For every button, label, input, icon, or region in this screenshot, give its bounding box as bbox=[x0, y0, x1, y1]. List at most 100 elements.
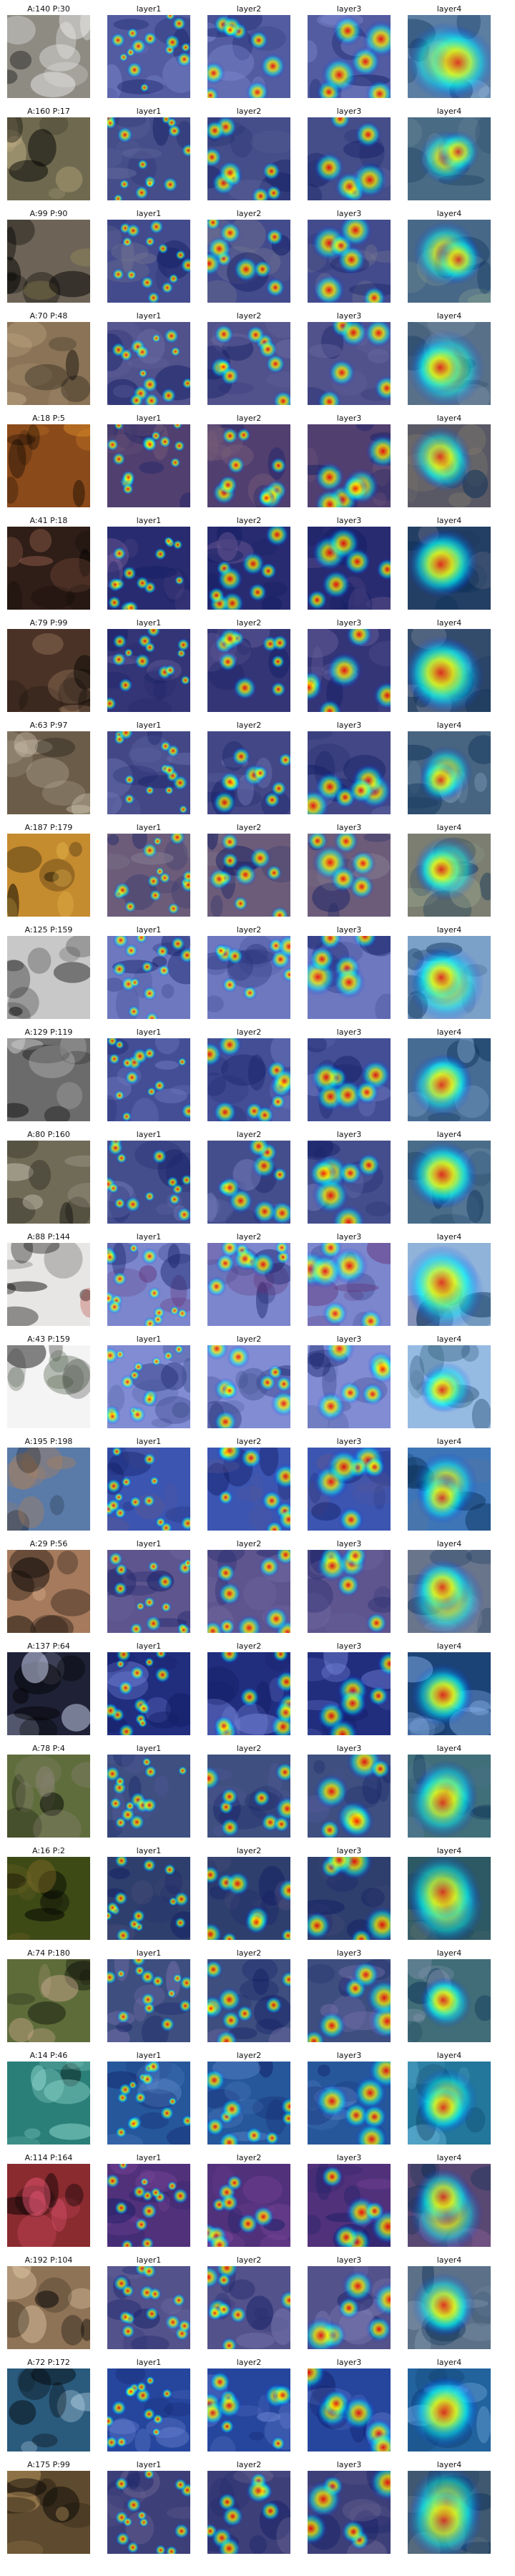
layer-title: layer2 bbox=[236, 1028, 262, 1037]
original-photo bbox=[7, 220, 90, 303]
layer-title: layer3 bbox=[336, 1028, 362, 1037]
image-label: A:140 P:30 bbox=[27, 4, 70, 14]
layer-title: layer3 bbox=[336, 1948, 362, 1958]
heatmap-overlay-layer2 bbox=[207, 1959, 290, 2042]
heatmap-overlay-layer2 bbox=[207, 117, 290, 200]
heatmap-overlay-layer1 bbox=[107, 1755, 190, 1838]
heatmap-overlay-layer4 bbox=[408, 629, 491, 712]
heatmap-overlay-layer3 bbox=[308, 117, 391, 200]
heatmap-overlay-layer3 bbox=[308, 1550, 391, 1633]
layer-title: layer2 bbox=[236, 2051, 262, 2060]
heatmap-overlay-layer3 bbox=[308, 1243, 391, 1326]
heatmap-overlay-layer3 bbox=[308, 424, 391, 507]
layer-title: layer3 bbox=[336, 1130, 362, 1139]
image-label: A:125 P:159 bbox=[24, 925, 73, 935]
layer-title: layer3 bbox=[336, 516, 362, 525]
layer-title: layer3 bbox=[336, 1437, 362, 1446]
original-photo bbox=[7, 936, 90, 1019]
original-photo bbox=[7, 1959, 90, 2042]
layer-title: layer1 bbox=[136, 1744, 162, 1753]
layer-title: layer1 bbox=[136, 2153, 162, 2162]
layer-title: layer1 bbox=[136, 618, 162, 628]
heatmap-overlay-layer3 bbox=[308, 1345, 391, 1428]
layer-title: layer4 bbox=[436, 1130, 462, 1139]
image-label: A:88 P:144 bbox=[27, 1232, 70, 1241]
layer-title: layer1 bbox=[136, 1232, 162, 1241]
layer-title: layer1 bbox=[136, 1846, 162, 1855]
layer-title: layer1 bbox=[136, 209, 162, 218]
heatmap-overlay-layer3 bbox=[308, 2471, 391, 2554]
layer-title: layer2 bbox=[236, 1130, 262, 1139]
layer-title: layer2 bbox=[236, 721, 262, 730]
heatmap-overlay-layer2 bbox=[207, 834, 290, 917]
heatmap-overlay-layer2 bbox=[207, 1550, 290, 1633]
heatmap-overlay-layer3 bbox=[308, 834, 391, 917]
layer-title: layer4 bbox=[436, 1437, 462, 1446]
layer-title: layer1 bbox=[136, 1028, 162, 1037]
heatmap-overlay-layer1 bbox=[107, 731, 190, 814]
image-label: A:70 P:48 bbox=[29, 311, 68, 321]
heatmap-overlay-layer1 bbox=[107, 15, 190, 98]
layer-title: layer2 bbox=[236, 618, 262, 628]
heatmap-overlay-layer1 bbox=[107, 2164, 190, 2247]
layer-title: layer3 bbox=[336, 2358, 362, 2367]
heatmap-overlay-layer2 bbox=[207, 1755, 290, 1838]
heatmap-overlay-layer3 bbox=[308, 1959, 391, 2042]
layer-title: layer3 bbox=[336, 1335, 362, 1344]
heatmap-overlay-layer4 bbox=[408, 1141, 491, 1224]
layer-title: layer2 bbox=[236, 2153, 262, 2162]
image-label: A:137 P:64 bbox=[27, 1641, 70, 1651]
layer-title: layer1 bbox=[136, 414, 162, 423]
original-photo bbox=[7, 1141, 90, 1224]
image-label: A:114 P:164 bbox=[24, 2153, 73, 2162]
original-photo bbox=[7, 2266, 90, 2349]
image-label: A:74 P:180 bbox=[27, 1948, 70, 1958]
heatmap-overlay-layer3 bbox=[308, 2368, 391, 2451]
layer-title: layer4 bbox=[436, 721, 462, 730]
layer-title: layer4 bbox=[436, 2460, 462, 2469]
heatmap-overlay-layer3 bbox=[308, 527, 391, 610]
heatmap-overlay-layer2 bbox=[207, 2368, 290, 2451]
heatmap-overlay-layer1 bbox=[107, 2368, 190, 2451]
image-label: A:192 P:104 bbox=[24, 2255, 73, 2265]
heatmap-overlay-layer1 bbox=[107, 1038, 190, 1121]
layer-title: layer4 bbox=[436, 1028, 462, 1037]
layer-title: layer4 bbox=[436, 1744, 462, 1753]
image-label: A:175 P:99 bbox=[27, 2460, 70, 2469]
layer-title: layer3 bbox=[336, 618, 362, 628]
layer-title: layer4 bbox=[436, 1335, 462, 1344]
heatmap-overlay-layer2 bbox=[207, 1038, 290, 1121]
layer-title: layer1 bbox=[136, 2051, 162, 2060]
image-label: A:79 P:99 bbox=[29, 618, 68, 628]
layer-title: layer2 bbox=[236, 2460, 262, 2469]
heatmap-overlay-layer3 bbox=[308, 1448, 391, 1531]
layer-title: layer3 bbox=[336, 1539, 362, 1548]
original-photo bbox=[7, 629, 90, 712]
layer-title: layer2 bbox=[236, 516, 262, 525]
heatmap-overlay-layer1 bbox=[107, 1652, 190, 1735]
layer-title: layer4 bbox=[436, 4, 462, 14]
heatmap-overlay-layer4 bbox=[408, 1550, 491, 1633]
heatmap-overlay-layer2 bbox=[207, 220, 290, 303]
heatmap-overlay-layer3 bbox=[308, 2062, 391, 2145]
heatmap-overlay-layer3 bbox=[308, 936, 391, 1019]
layer-title: layer1 bbox=[136, 1641, 162, 1651]
heatmap-overlay-layer3 bbox=[308, 1857, 391, 1940]
image-label: A:80 P:160 bbox=[27, 1130, 70, 1139]
layer-title: layer4 bbox=[436, 1232, 462, 1241]
layer-title: layer2 bbox=[236, 2255, 262, 2265]
heatmap-overlay-layer4 bbox=[408, 322, 491, 405]
heatmap-overlay-layer4 bbox=[408, 2368, 491, 2451]
original-photo bbox=[7, 1755, 90, 1838]
heatmap-overlay-layer1 bbox=[107, 629, 190, 712]
heatmap-overlay-layer1 bbox=[107, 1243, 190, 1326]
layer-title: layer2 bbox=[236, 1232, 262, 1241]
heatmap-overlay-layer2 bbox=[207, 1345, 290, 1428]
heatmap-overlay-layer4 bbox=[408, 1857, 491, 1940]
layer-title: layer3 bbox=[336, 414, 362, 423]
heatmap-overlay-layer3 bbox=[308, 1755, 391, 1838]
heatmap-overlay-layer1 bbox=[107, 1857, 190, 1940]
heatmap-overlay-layer4 bbox=[408, 220, 491, 303]
original-photo bbox=[7, 1345, 90, 1428]
layer-title: layer3 bbox=[336, 925, 362, 935]
